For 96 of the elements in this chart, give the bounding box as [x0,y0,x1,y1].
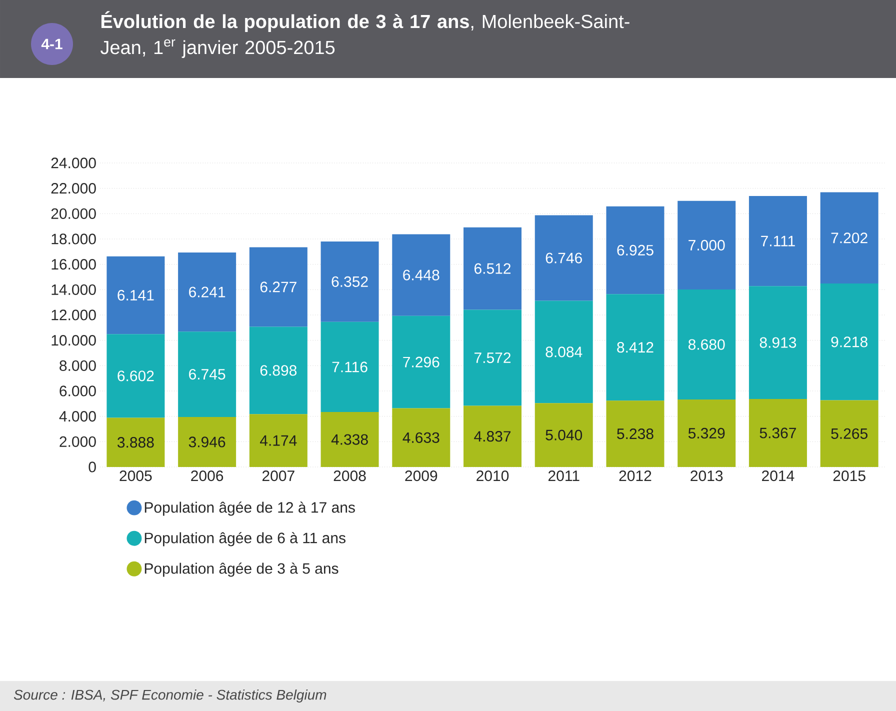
bar [820,284,878,400]
x-tick-label: 2008 [334,470,366,482]
text: 4-1 [41,38,62,50]
y-tick-label: 0 [88,462,96,472]
data-label: 6.141 [118,290,154,301]
data-label: 6.602 [118,370,154,382]
legend-label: Population âgée de 12 à 17 ans [144,502,355,516]
bar [606,400,664,467]
bar [678,399,736,467]
data-label: 8.680 [688,339,725,350]
y-tick-label: 20.000 [51,208,96,219]
data-label: 7.202 [831,232,868,244]
data-label: 5.367 [760,428,796,438]
data-label: 3.946 [188,436,226,448]
bar [106,256,165,334]
x-tick-label: 2013 [690,470,723,482]
x-tick-label: 2006 [191,470,224,482]
bar [178,332,236,417]
bar [392,316,450,408]
source-note: Source : IBSA, SPF Economie - Statistics Belgium [14,689,326,703]
bar [106,418,165,467]
bar [178,417,236,467]
data-label: 7.572 [474,352,511,364]
y-tick-label: 2.000 [60,436,96,447]
bar [820,400,878,467]
x-tick-label: 2011 [548,470,580,482]
bar [320,412,379,467]
bar [178,252,236,332]
y-tick-label: 10.000 [52,335,96,346]
data-label: 8.913 [760,337,796,348]
data-label: 7.296 [403,356,440,368]
data-label: 9.218 [831,336,868,348]
data-label: 5.329 [688,428,725,439]
bar [392,408,450,467]
data-label: 4.633 [402,432,440,443]
bar [320,322,379,412]
data-label: 6.925 [617,244,654,256]
legend-label: Population âgée de 3 à 5 ans [144,562,338,577]
bar [748,399,807,467]
data-label: 4.837 [474,431,511,442]
bar [534,300,593,404]
y-tick-label: 14.000 [52,284,96,295]
x-tick-label: 2012 [619,470,652,482]
data-label: 6.448 [403,270,440,280]
bar [748,286,807,399]
y-tick-label: 22.000 [51,183,96,194]
bar [464,310,522,406]
data-label: 5.040 [546,430,582,440]
legend-label: Population âgée de 6 à 11 ans [144,532,346,546]
bar [606,206,664,294]
bar [678,290,736,400]
bar [249,326,308,414]
data-label: 8.412 [617,342,654,353]
data-label: 3.888 [118,437,154,448]
data-label: 7.111 [761,236,795,246]
y-tick-label: 18.000 [52,234,96,244]
data-label: 6.898 [260,365,297,376]
bar [820,192,878,284]
y-tick-label: 4.000 [59,411,96,422]
bar [464,227,522,310]
data-label: 5.238 [617,428,654,440]
bar [249,414,308,467]
data-label: 6.241 [189,286,226,298]
data-label: 6.352 [332,276,368,287]
data-label: 5.265 [831,428,868,439]
y-tick-label: 8.000 [60,360,96,371]
x-tick-label: 2014 [762,470,794,482]
y-tick-label: 24.000 [51,158,96,168]
bar [534,403,593,467]
chart-title: Évolution de la population de 3 à 17 ans, Molenbeek-Saint-Jean, 1$^{er}$ janvier 2005-2015 [100,11,630,58]
bar [606,294,664,401]
data-label: 8.084 [546,346,582,358]
bar [392,234,450,316]
data-label: 6.745 [189,368,226,380]
data-label: 4.174 [260,435,297,446]
bar [534,215,593,301]
data-label: 4.338 [331,434,368,445]
bar [106,334,165,418]
data-label: 7.000 [688,240,725,251]
x-tick-label: 2010 [476,470,509,482]
y-tick-label: 16.000 [52,259,96,270]
data-label: 6.277 [260,282,296,292]
bar [320,241,379,322]
y-tick-label: 12.000 [52,310,96,320]
data-label: 6.512 [474,263,511,274]
data-label: 7.116 [332,362,368,372]
bar [678,200,736,290]
x-tick-label: 2015 [833,470,866,482]
bar [748,196,807,286]
x-tick-label: 2009 [405,470,438,482]
y-tick-label: 6.000 [60,386,96,396]
x-tick-label: 2005 [120,470,152,482]
bar [464,406,522,467]
x-tick-label: 2007 [262,470,294,482]
data-label: 6.746 [546,252,582,264]
bar [249,247,308,327]
